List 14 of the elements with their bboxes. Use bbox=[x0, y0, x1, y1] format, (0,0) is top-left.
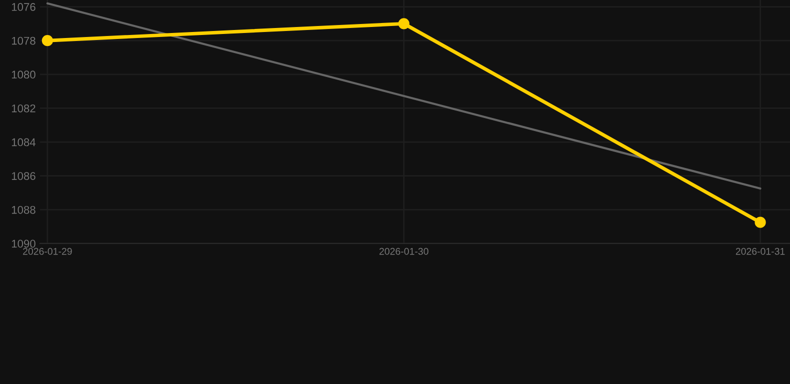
y-tick-label: 1088 bbox=[12, 206, 36, 214]
y-tick-label: 1086 bbox=[12, 172, 36, 180]
point bbox=[398, 18, 410, 30]
x-tick-label: 2026-01-31 bbox=[736, 248, 785, 255]
y-tick-label: 1078 bbox=[12, 36, 36, 45]
x-tick-label: 2026-01-29 bbox=[23, 248, 72, 255]
y-tick-label: 1090 bbox=[12, 240, 36, 248]
point bbox=[42, 35, 53, 46]
y-tick-label: 1080 bbox=[12, 70, 36, 79]
y-tick-label: 1084 bbox=[12, 138, 36, 146]
point bbox=[754, 216, 766, 228]
y-tick-label: 1082 bbox=[12, 104, 36, 112]
y-tick-label: 1076 bbox=[12, 3, 36, 11]
x-tick-label: 2026-01-30 bbox=[379, 248, 428, 255]
